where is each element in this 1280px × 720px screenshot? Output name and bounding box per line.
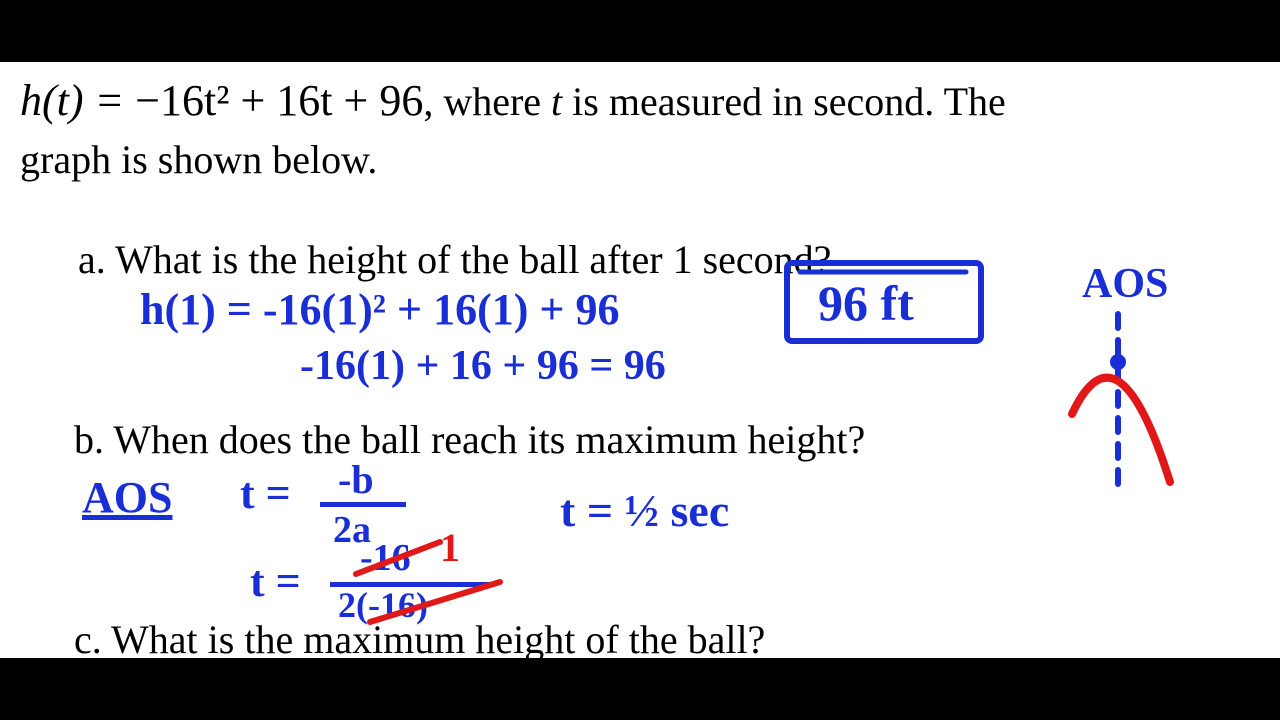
part-a-work2: -16(1) + 16 + 96 = 96 [300,342,666,390]
tb-num: -b [338,456,374,503]
tail2: is measured in second. The [562,79,1006,124]
tb2-lhs: t = [250,556,301,607]
problem-line2: graph is shown below. [20,134,377,186]
part-c-label: c. What is the maximum height of the bal… [74,614,765,666]
formula-line: h(t) = −16t² + 16t + 96, where t is meas… [20,72,1006,129]
part-a-answer: 96 ft [818,274,914,332]
worksheet-page: h(t) = −16t² + 16t + 96, where t is meas… [0,62,1280,658]
tb2-num: -16 [360,536,411,580]
formula-lhs: h(t) = [20,76,135,125]
tb-lhs: t = [240,468,291,519]
part-a-label: a. What is the height of the ball after … [78,234,831,286]
fraction-bar-2 [330,582,490,587]
fraction-bar-1 [320,502,406,507]
tail1: , where [423,79,551,124]
part-b-label: b. When does the ball reach its maximum … [74,414,865,466]
formula-rhs: −16t² + 16t + 96 [135,76,423,125]
aos-label: AOS [82,472,172,523]
part-a-work1: h(1) = -16(1)² + 16(1) + 96 [140,284,619,335]
sketch-aos-label: AOS [1082,260,1168,308]
simplify-one: 1 [440,524,460,571]
tail-var: t [551,79,562,124]
part-b-answer: t = ½ sec [560,484,729,537]
